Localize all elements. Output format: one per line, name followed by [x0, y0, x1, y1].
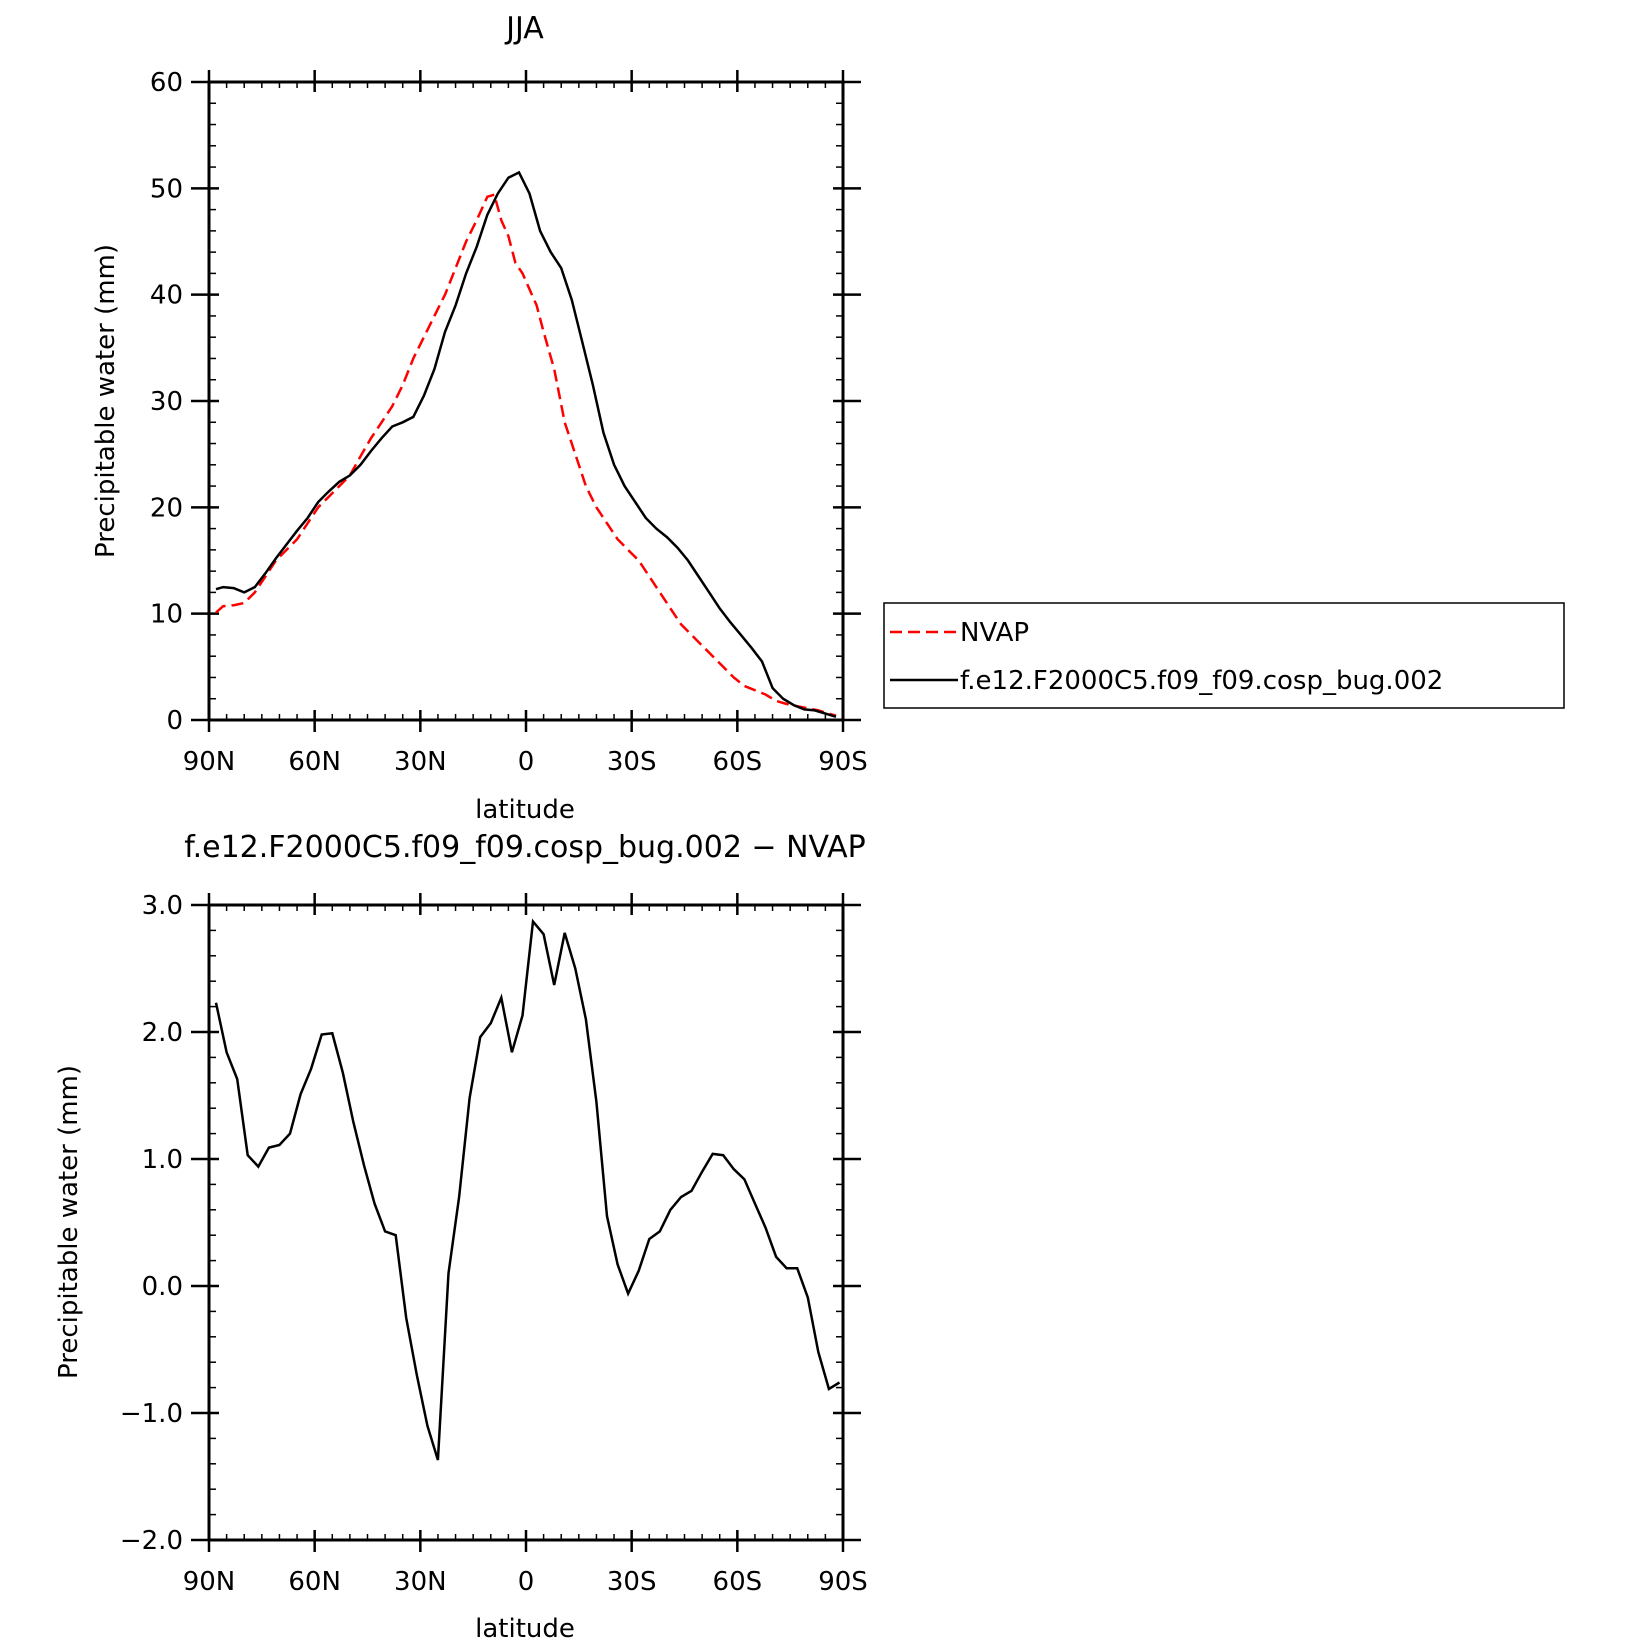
x-tick-label: 60N: [288, 1567, 341, 1597]
model-line: [215, 170, 837, 718]
x-tick-label: 90S: [818, 1567, 868, 1597]
x-tick-label: 0: [518, 1567, 535, 1597]
top-chart-title: JJA: [504, 11, 544, 46]
y-tick-label: −1.0: [120, 1399, 183, 1429]
difference-line: [214, 918, 841, 1461]
top-x-axis-label: latitude: [475, 795, 575, 825]
bottom-ticks: [191, 893, 861, 1552]
x-tick-label: 30N: [394, 1567, 447, 1597]
y-tick-label: −2.0: [120, 1526, 183, 1556]
y-tick-label: 3.0: [142, 891, 183, 921]
y-tick-label: 30: [150, 387, 183, 417]
top-ticks: [191, 70, 861, 732]
y-tick-label: 20: [150, 493, 183, 523]
top-x-tick-labels: 90N 60N 30N 0 30S 60S 90S: [183, 747, 868, 777]
top-plot-frame: [207, 80, 845, 722]
x-tick-label: 30S: [607, 1567, 657, 1597]
top-panel: JJA 90N 60N 30N 0 30S 60S 90S 0 10 20 30 40 50 60 la…: [91, 11, 1565, 825]
bottom-x-tick-labels: 90N 60N 30N 0 30S 60S 90S: [183, 1567, 868, 1597]
bottom-plot-frame: [207, 903, 845, 1542]
y-tick-label: 0.0: [142, 1272, 183, 1302]
y-tick-label: 0: [166, 706, 183, 736]
legend-label-nvap: NVAP: [960, 618, 1029, 648]
y-tick-label: 2.0: [142, 1018, 183, 1048]
x-tick-label: 90N: [183, 747, 236, 777]
x-tick-label: 90S: [818, 747, 868, 777]
y-tick-label: 40: [150, 281, 183, 311]
y-tick-label: 60: [150, 68, 183, 98]
x-tick-label: 0: [518, 747, 535, 777]
top-y-axis-label: Precipitable water (mm): [91, 244, 121, 558]
legend: NVAP f.e12.F2000C5.f09_f09.cosp_bug.002: [883, 602, 1565, 709]
bottom-panel: f.e12.F2000C5.f09_f09.cosp_bug.002 − NVA…: [54, 830, 868, 1644]
x-tick-label: 30N: [394, 747, 447, 777]
legend-label-model: f.e12.F2000C5.f09_f09.cosp_bug.002: [960, 666, 1443, 696]
x-tick-label: 60N: [288, 747, 341, 777]
y-tick-label: 50: [150, 174, 183, 204]
top-y-tick-labels: 0 10 20 30 40 50 60: [150, 68, 183, 736]
x-tick-label: 90N: [183, 1567, 236, 1597]
bottom-chart-title: f.e12.F2000C5.f09_f09.cosp_bug.002 − NVA…: [184, 830, 866, 865]
bottom-y-axis-label: Precipitable water (mm): [54, 1065, 84, 1379]
y-tick-label: 1.0: [142, 1145, 183, 1175]
bottom-y-tick-labels: −2.0 −1.0 0.0 1.0 2.0 3.0: [120, 891, 183, 1556]
y-tick-label: 10: [150, 600, 183, 630]
nvap-line: [215, 193, 837, 717]
x-tick-label: 30S: [607, 747, 657, 777]
x-tick-label: 60S: [713, 747, 763, 777]
bottom-x-axis-label: latitude: [475, 1614, 575, 1644]
x-tick-label: 60S: [713, 1567, 763, 1597]
legend-box: [883, 602, 1565, 709]
